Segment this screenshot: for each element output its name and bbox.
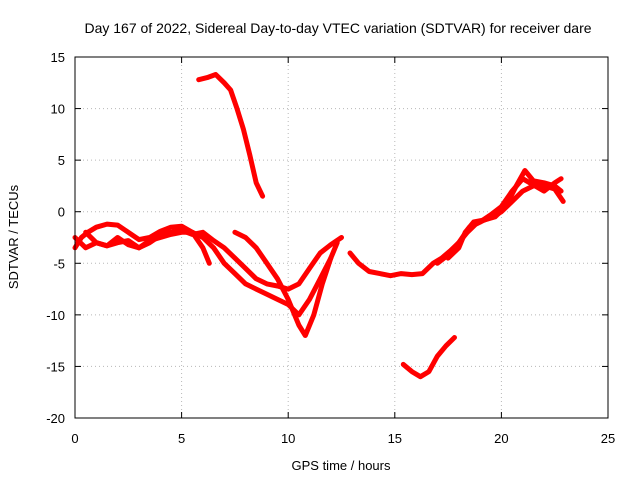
grid bbox=[75, 57, 608, 418]
series-line-arc-9 bbox=[445, 168, 564, 261]
chart-title: Day 167 of 2022, Sidereal Day-to-day VTE… bbox=[84, 20, 591, 36]
series-line-arc-7 bbox=[400, 335, 457, 380]
x-tick-label: 0 bbox=[71, 431, 78, 446]
series-layer bbox=[72, 72, 566, 380]
x-tick-label: 20 bbox=[494, 431, 508, 446]
series-line-arc-5 bbox=[196, 72, 266, 199]
x-tick-label: 15 bbox=[388, 431, 402, 446]
y-tick-label: 15 bbox=[51, 50, 65, 65]
series-line-arc-2 bbox=[72, 227, 344, 292]
y-tick-labels: -20 -15 -10 -5 0 5 10 15 bbox=[46, 50, 65, 426]
x-tick-label: 5 bbox=[178, 431, 185, 446]
y-tick-label: -20 bbox=[46, 411, 65, 426]
y-axis-label: SDTVAR / TECUs bbox=[6, 184, 21, 289]
series-line-arc-3 bbox=[83, 229, 334, 318]
tick-marks bbox=[74, 56, 609, 419]
y-tick-label: -10 bbox=[46, 308, 65, 323]
series-line-arc-4 bbox=[232, 229, 340, 338]
y-tick-label: 0 bbox=[58, 205, 65, 220]
x-tick-label: 10 bbox=[281, 431, 295, 446]
x-tick-label: 25 bbox=[601, 431, 615, 446]
y-tick-label: -15 bbox=[46, 359, 65, 374]
x-axis-label: GPS time / hours bbox=[292, 458, 391, 473]
series-line-arc-6 bbox=[347, 183, 566, 279]
x-tick-labels: 0 5 10 15 20 25 bbox=[71, 431, 615, 446]
y-tick-label: 5 bbox=[58, 153, 65, 168]
y-tick-label: 10 bbox=[51, 102, 65, 117]
y-tick-label: -5 bbox=[53, 256, 65, 271]
plot-frame bbox=[74, 56, 609, 419]
